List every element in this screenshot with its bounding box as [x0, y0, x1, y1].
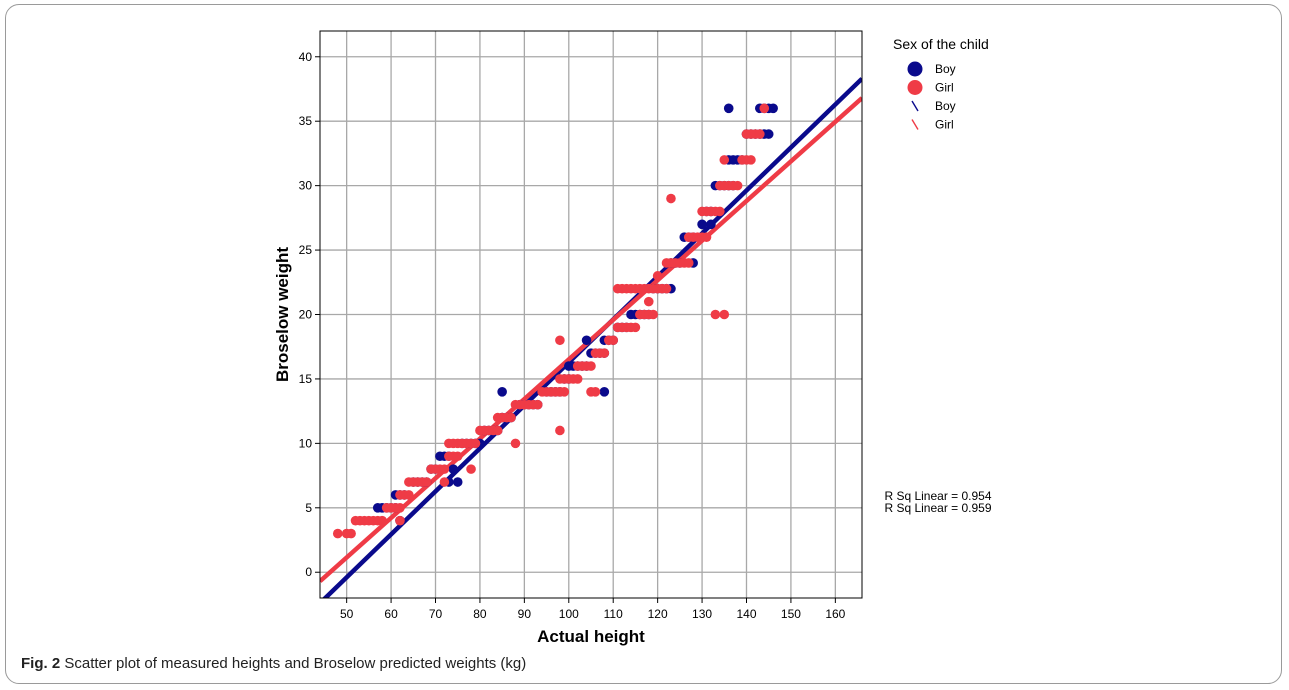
point-boy — [763, 129, 774, 139]
x-tick-label: 60 — [384, 607, 398, 621]
point-girl — [746, 155, 756, 165]
point-girl — [395, 502, 405, 513]
point-girl — [395, 515, 405, 526]
x-tick-label: 130 — [692, 607, 712, 621]
point-girl — [643, 296, 654, 307]
point-girl — [648, 309, 658, 320]
point-girl — [715, 206, 725, 217]
legend: Sex of the child Boy Girl Boy Girl — [893, 36, 989, 132]
legend-title: Sex of the child — [893, 36, 989, 52]
r-squared-label: R Sq Linear = 0.959 — [884, 501, 991, 515]
point-boy — [599, 387, 610, 397]
figure-caption: Fig. 2 Scatter plot of measured heights … — [21, 655, 526, 672]
point-girl — [719, 155, 730, 165]
caption-text: Scatter plot of measured heights and Bro… — [64, 655, 527, 672]
legend-marker-girl — [907, 80, 923, 95]
point-girl — [506, 412, 516, 423]
legend-label: Girl — [935, 118, 954, 132]
point-girl — [666, 193, 676, 204]
legend-line-boy — [911, 100, 919, 112]
point-girl — [590, 387, 601, 397]
point-boy — [768, 103, 778, 114]
point-girl — [510, 438, 521, 449]
point-girl — [439, 477, 450, 487]
point-boy — [581, 335, 592, 346]
y-tick-label: 20 — [299, 308, 313, 322]
point-girl — [559, 387, 570, 397]
point-girl — [466, 464, 476, 474]
point-boy — [697, 219, 707, 230]
point-girl — [710, 309, 721, 320]
point-girl — [404, 490, 414, 500]
point-girl — [421, 477, 432, 487]
point-girl — [377, 515, 387, 526]
x-tick-label: 70 — [429, 607, 443, 621]
y-tick-label: 35 — [299, 114, 313, 128]
y-tick-label: 30 — [299, 179, 313, 193]
point-girl — [759, 103, 770, 114]
x-tick-label: 120 — [648, 607, 668, 621]
y-axis-title: Broselow weight — [273, 247, 292, 382]
legend-label: Boy — [935, 62, 956, 76]
point-girl — [470, 438, 481, 449]
r-squared-label: R Sq Linear = 0.954 — [884, 489, 991, 503]
point-girl — [683, 258, 694, 268]
point-girl — [755, 129, 765, 139]
x-tick-label: 90 — [518, 607, 532, 621]
point-girl — [608, 335, 619, 346]
point-girl — [630, 322, 641, 333]
point-girl — [555, 425, 565, 436]
point-boy — [706, 219, 716, 230]
y-tick-label: 15 — [299, 372, 313, 386]
x-tick-label: 140 — [736, 607, 756, 621]
y-tick-label: 0 — [305, 565, 312, 579]
point-girl — [332, 528, 343, 539]
legend-label: Boy — [935, 99, 956, 113]
point-girl — [719, 309, 730, 320]
y-tick-label: 25 — [299, 243, 313, 257]
point-girl — [701, 232, 712, 242]
point-girl — [532, 399, 543, 410]
point-girl — [346, 528, 356, 539]
y-tick-label: 40 — [299, 50, 313, 64]
x-axis-title: Actual height — [537, 627, 645, 646]
x-tick-label: 80 — [473, 607, 487, 621]
point-girl — [652, 271, 663, 281]
axis-ticks: 50 60 70 80 90 100 110 120 130 140 150 160 0 5 10 15 20 2… — [299, 50, 846, 621]
x-tick-label: 150 — [781, 607, 801, 621]
y-tick-label: 10 — [299, 436, 313, 450]
x-tick-label: 50 — [340, 607, 354, 621]
gridlines — [320, 31, 862, 598]
legend-line-girl — [911, 119, 919, 130]
point-boy — [723, 103, 734, 114]
point-girl — [452, 451, 463, 462]
y-tick-label: 5 — [305, 501, 312, 515]
x-tick-label: 160 — [825, 607, 845, 621]
data-points — [332, 103, 778, 539]
point-girl — [492, 425, 503, 436]
point-girl — [572, 374, 583, 384]
point-girl — [555, 335, 565, 346]
point-girl — [599, 348, 610, 358]
point-boy — [448, 464, 459, 474]
caption-label: Fig. 2 — [21, 655, 61, 672]
legend-label: Girl — [935, 81, 954, 95]
x-tick-label: 100 — [559, 607, 579, 621]
point-girl — [439, 464, 450, 474]
point-boy — [497, 387, 507, 397]
figure-frame — [5, 4, 1282, 684]
point-boy — [452, 477, 463, 487]
legend-marker-boy — [907, 61, 923, 77]
point-girl — [732, 180, 743, 191]
point-girl — [586, 361, 596, 371]
x-tick-label: 110 — [604, 607, 623, 621]
point-girl — [661, 283, 672, 294]
